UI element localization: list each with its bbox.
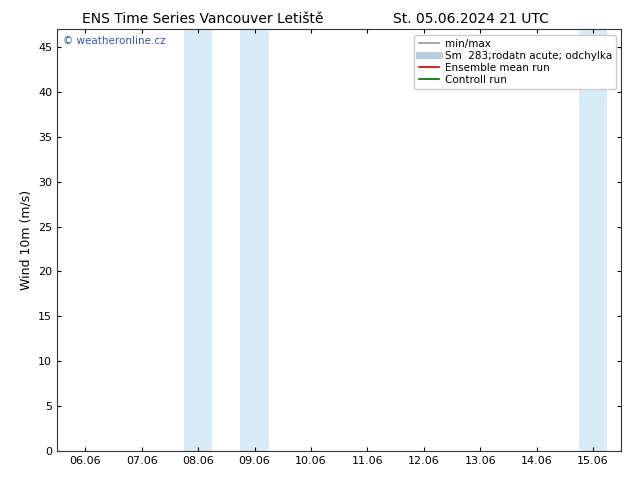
Bar [240,29,269,451]
Y-axis label: Wind 10m (m/s): Wind 10m (m/s) [20,190,32,290]
Legend: min/max, Sm  283;rodatn acute; odchylka, Ensemble mean run, Controll run: min/max, Sm 283;rodatn acute; odchylka, … [415,35,616,89]
Bar [579,29,607,451]
Text: St. 05.06.2024 21 UTC: St. 05.06.2024 21 UTC [393,12,549,26]
Bar [184,29,212,451]
Text: © weatheronline.cz: © weatheronline.cz [63,36,165,46]
Text: ENS Time Series Vancouver Letiště: ENS Time Series Vancouver Letiště [82,12,324,26]
